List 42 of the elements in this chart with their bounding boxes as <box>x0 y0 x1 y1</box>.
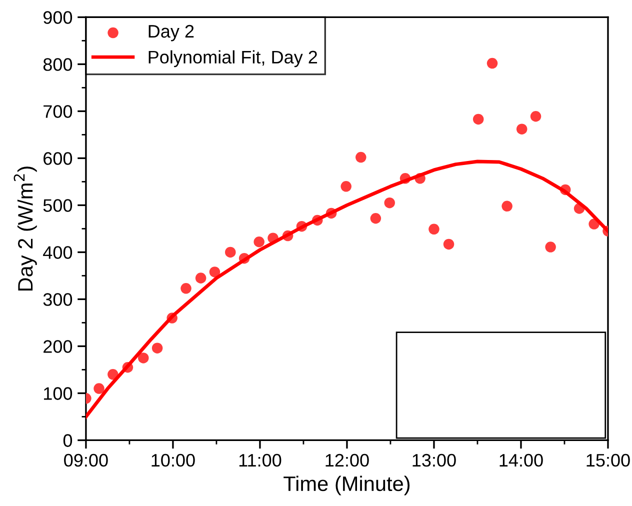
x-tick-label: 12:00 <box>326 454 369 467</box>
point <box>502 200 512 212</box>
y-tick-label: 400 <box>43 246 72 259</box>
x-tick-label: 10:00 <box>152 454 195 467</box>
y-tick-label: 100 <box>44 387 72 400</box>
point <box>94 383 104 394</box>
point <box>545 242 556 252</box>
y-tick-label: 700 <box>44 105 72 118</box>
x-tick-label: 13:00 <box>412 454 456 467</box>
point <box>225 246 236 258</box>
point <box>428 224 440 235</box>
point <box>356 152 366 163</box>
point <box>530 111 542 122</box>
point <box>443 238 454 250</box>
y-axis-title: Day 2 (W/m$^{2}$) <box>14 166 37 291</box>
point <box>486 58 498 69</box>
point <box>340 181 352 192</box>
y-tick-label: 0 <box>63 434 72 447</box>
x-tick-label: 09:00 <box>64 454 108 467</box>
y-tick-label: 900 <box>43 11 72 24</box>
point <box>195 272 206 284</box>
point <box>472 114 484 125</box>
point <box>209 266 220 278</box>
x-tick-label: 14:00 <box>500 454 543 467</box>
y-tick-label: 300 <box>43 293 72 306</box>
line-series <box>86 160 608 418</box>
x-tick-label: 11:00 <box>239 454 282 467</box>
point <box>152 342 163 354</box>
point <box>370 212 382 224</box>
y-tick-label: 800 <box>43 58 72 71</box>
y-tick-label: 500 <box>43 199 72 212</box>
point <box>384 197 395 208</box>
x-tick-label: 15:00 <box>586 454 630 467</box>
point <box>254 236 264 248</box>
point <box>180 283 192 294</box>
point <box>516 124 528 134</box>
legend-label: Polynomial Fit, Day 2 <box>148 50 318 68</box>
y-tick-label: 600 <box>44 152 72 165</box>
point <box>138 352 149 364</box>
x-axis-title: Time (Minute) <box>284 476 410 496</box>
legend-label: Day 2 <box>148 24 194 42</box>
y-tick-label: 200 <box>44 340 72 353</box>
